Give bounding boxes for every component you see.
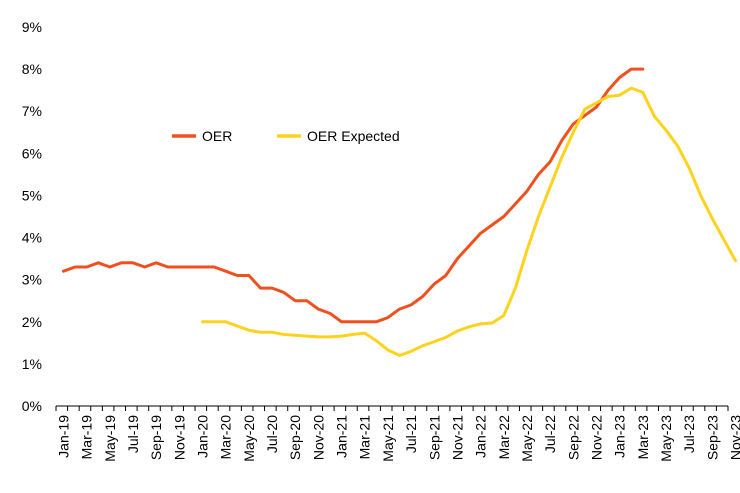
x-tick-label: Sep-22 <box>565 415 581 460</box>
series-line-oer <box>62 67 645 324</box>
y-tick-label: 3% <box>22 272 42 288</box>
y-tick-label: 7% <box>22 103 42 119</box>
y-tick-label: 1% <box>22 356 42 372</box>
x-tick-label: May-22 <box>519 415 535 462</box>
y-tick-label: 4% <box>22 230 42 246</box>
x-tick-label: May-21 <box>380 415 396 462</box>
x-tick-label: Mar-20 <box>218 415 234 460</box>
x-tick-label: Jan-20 <box>195 415 211 458</box>
x-tick-label: Mar-23 <box>635 415 651 460</box>
x-tick-label: Jul-20 <box>264 415 280 453</box>
x-tick-label: Jul-19 <box>125 415 141 453</box>
x-tick-label: May-19 <box>102 415 118 462</box>
x-tick-label: Sep-23 <box>704 415 720 460</box>
series-lines <box>62 67 737 357</box>
x-tick-label: Jul-21 <box>403 415 419 453</box>
y-axis-labels: 0% 1% 2% 3% 4% 5% 6% 7% 8% 9% <box>22 19 42 414</box>
x-tick-label: May-23 <box>658 415 674 462</box>
x-tick-label: Jan-22 <box>473 415 489 458</box>
y-tick-label: 9% <box>22 19 42 35</box>
legend: OER OER Expected <box>172 128 400 144</box>
x-tick-label: Nov-23 <box>728 415 740 460</box>
x-tick-label: Sep-19 <box>148 415 164 460</box>
y-tick-label: 0% <box>22 398 42 414</box>
x-tick-label: Jul-23 <box>681 415 697 453</box>
y-tick-label: 8% <box>22 61 42 77</box>
x-tick-label: Jan-23 <box>612 415 628 458</box>
x-tick-label: Nov-21 <box>449 415 465 460</box>
x-tick-label: Nov-20 <box>310 415 326 460</box>
x-tick-label: Nov-22 <box>588 415 604 460</box>
y-tick-label: 6% <box>22 145 42 161</box>
x-tick-label: Nov-19 <box>171 415 187 460</box>
series-line-oer-expected <box>201 86 737 357</box>
y-tick-label: 2% <box>22 314 42 330</box>
x-axis-ticks <box>55 406 729 411</box>
legend-label-oer-expected: OER Expected <box>307 128 400 144</box>
legend-label-oer: OER <box>202 128 232 144</box>
x-tick-label: May-20 <box>241 415 257 462</box>
x-tick-label: Sep-20 <box>287 415 303 460</box>
x-tick-label: Jan-21 <box>334 415 350 458</box>
x-tick-label: Mar-21 <box>357 415 373 460</box>
y-tick-label: 5% <box>22 187 42 203</box>
x-axis-labels: Jan-19 Mar-19 May-19 Jul-19 Sep-19 Nov-19 Jan-… <box>56 415 740 462</box>
x-tick-label: Jan-19 <box>56 415 72 458</box>
x-tick-label: Mar-22 <box>496 415 512 460</box>
x-tick-label: Sep-21 <box>426 415 442 460</box>
x-tick-label: Jul-22 <box>542 415 558 453</box>
x-tick-label: Mar-19 <box>79 415 95 460</box>
